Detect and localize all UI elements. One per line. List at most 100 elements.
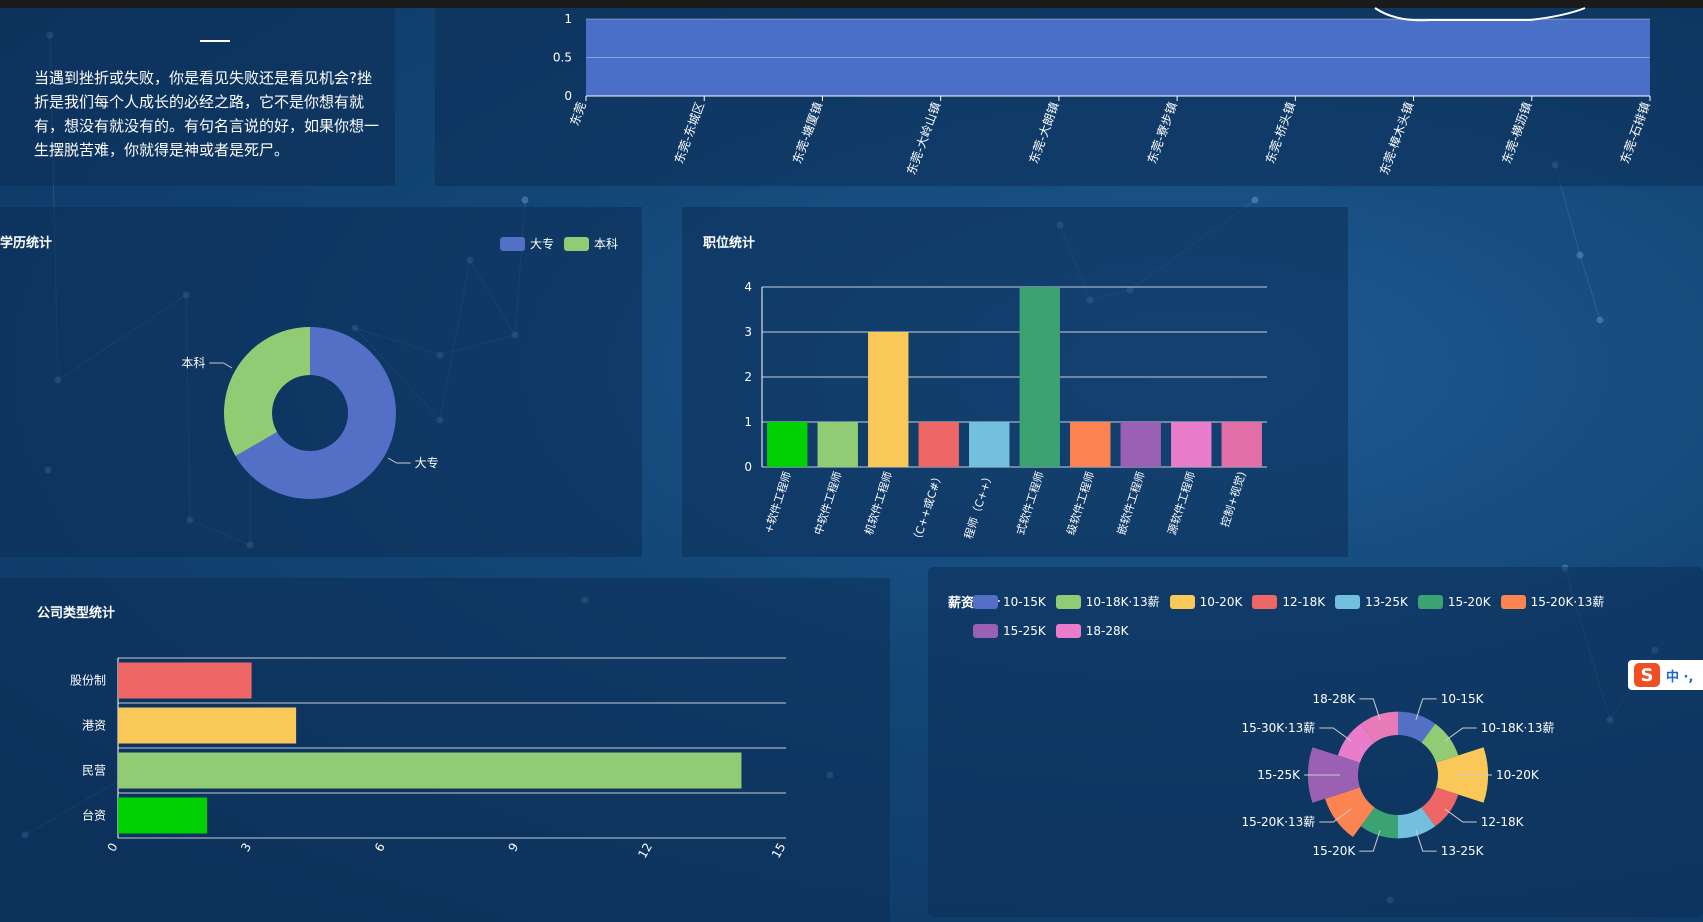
salary-legend-label: 10-18K·13薪 <box>1085 595 1160 609</box>
salary-slice <box>1325 787 1375 838</box>
education-title: 学历统计 <box>0 236 53 251</box>
salary-legend-swatch <box>1335 594 1361 609</box>
company-panel <box>0 578 890 922</box>
salary-slice-label: 10-15K <box>1441 692 1485 706</box>
salary-legend-swatch <box>973 594 998 609</box>
company-bar <box>118 662 252 699</box>
salary-legend[interactable]: 10-15K 10-18K·13薪 10-20K 12-18K 13-25K 15-20K… <box>973 593 1693 638</box>
salary-legend-swatch <box>1500 594 1526 609</box>
company-x-tick-label: 3 <box>238 841 254 855</box>
education-slice-label: 大专 <box>415 455 439 470</box>
position-bar <box>969 422 1010 467</box>
position-bar <box>817 422 858 467</box>
salary-legend-item[interactable]: 12-18K <box>1252 594 1326 609</box>
salary-slice <box>1360 711 1398 743</box>
position-bar <box>1070 422 1111 467</box>
area-x-tick-label: 东莞-东城区 <box>672 100 707 165</box>
position-y-tick-label: 3 <box>744 325 752 339</box>
salary-slice <box>1398 711 1436 743</box>
salary-legend-swatch <box>1417 594 1443 609</box>
salary-leader-line <box>1444 727 1477 742</box>
salary-leader-line <box>1319 727 1352 742</box>
salary-slice-label: 15-25K <box>1257 768 1301 782</box>
salary-slice-label: 12-18K <box>1481 815 1525 829</box>
area-x-tick-label: 东莞-横沥镇 <box>1499 100 1534 165</box>
salary-legend-item[interactable]: 10-20K <box>1169 594 1243 609</box>
company-bar <box>118 752 742 789</box>
area-chart: 0 0.5 1 东莞 东莞-东城区 东莞-塘厦镇 东莞-大岭山镇 东莞-大朗镇 东莞-寮步镇 东莞… <box>553 7 1653 177</box>
position-y-tick-label: 0 <box>744 460 752 474</box>
position-bar <box>1221 422 1262 467</box>
position-y-tick-label: 1 <box>744 415 752 429</box>
salary-slice-label: 15-20K <box>1313 844 1357 858</box>
education-legend-item[interactable]: 大专 <box>500 235 554 252</box>
salary-legend-item[interactable]: 18-28K <box>1055 624 1129 638</box>
position-x-tick-label: 嵌软件工程师 <box>1114 470 1148 537</box>
salary-rose-chart: 10-15K 10-18K·13薪 10-20K 12-18K 13-25K 15-20K… <box>1241 692 1555 858</box>
salary-slice <box>1398 807 1436 839</box>
area-y-tick-label: 0.5 <box>553 51 572 65</box>
education-legend-item[interactable]: 本科 <box>564 235 618 252</box>
education-panel <box>0 207 642 557</box>
salary-leader-line <box>1415 830 1437 852</box>
salary-slice <box>1421 787 1459 827</box>
salary-slice-label: 15-30K·13薪 <box>1241 721 1315 735</box>
position-bar <box>1120 422 1161 467</box>
ime-indicator[interactable]: S 中 ·, <box>1628 660 1703 690</box>
education-legend-swatch <box>500 236 525 251</box>
area-x-tick-label: 东莞-桥头镇 <box>1263 100 1298 165</box>
area-y-tick-label: 0 <box>564 89 572 103</box>
company-bar <box>118 707 297 744</box>
salary-legend-label: 15-20K·13薪 <box>1530 595 1605 609</box>
network-node <box>521 196 529 204</box>
salary-legend-item[interactable]: 10-18K·13薪 <box>1055 593 1160 610</box>
salary-legend-swatch <box>1055 624 1081 638</box>
network-node <box>1576 251 1584 259</box>
salary-slice-label: 10-18K·13薪 <box>1481 721 1555 735</box>
position-bar <box>918 422 959 467</box>
education-legend[interactable]: 大专 本科 <box>500 235 628 252</box>
salary-slice <box>1360 807 1398 839</box>
salary-legend-label: 10-15K <box>1003 594 1046 609</box>
education-leader-line <box>209 362 233 369</box>
sogou-logo-icon: S <box>1634 663 1660 687</box>
salary-legend-item[interactable]: 15-20K·13薪 <box>1500 593 1605 610</box>
salary-slice <box>1337 723 1375 763</box>
position-x-tick-label: （C++或C#） <box>910 470 946 546</box>
education-slice-label: 本科 <box>181 356 205 370</box>
company-bar <box>118 797 208 834</box>
company-x-tick-label: 9 <box>505 841 521 855</box>
window-top-bar <box>0 0 1703 8</box>
area-x-tick-label: 东莞-樟木头镇 <box>1376 100 1416 177</box>
company-x-tick-label: 0 <box>105 841 121 855</box>
position-y-tick-label: 2 <box>744 370 752 384</box>
area-x-tick-label: 东莞 <box>567 100 588 127</box>
area-x-tick-label: 东莞-塘厦镇 <box>789 100 825 166</box>
salary-legend-item[interactable]: 10-15K <box>973 594 1046 609</box>
education-legend-label: 本科 <box>594 237 619 251</box>
salary-legend-item[interactable]: 15-25K <box>973 624 1046 638</box>
salary-legend-label: 13-25K <box>1365 594 1408 609</box>
salary-legend-swatch <box>1169 594 1195 609</box>
area-x-tick-label: 东莞-石排镇 <box>1618 100 1653 165</box>
area-x-tick-label: 东莞-大岭山镇 <box>904 100 943 177</box>
salary-slice-label: 15-20K·13薪 <box>1241 815 1315 829</box>
position-bar <box>767 422 808 467</box>
education-pie-chart: 大专 本科 <box>181 327 439 499</box>
company-y-tick-label: 港资 <box>82 719 106 733</box>
position-y-tick-label: 4 <box>744 280 752 294</box>
education-slice <box>235 327 396 499</box>
position-x-tick-label: 程师（C++） <box>962 470 996 541</box>
salary-legend-item[interactable]: 15-20K <box>1417 594 1491 609</box>
salary-legend-label: 10-20K <box>1199 594 1243 609</box>
salary-legend-label: 12-18K <box>1282 594 1326 609</box>
ime-mode-label: 中 ·, <box>1666 669 1694 685</box>
salary-leader-line <box>1415 698 1437 720</box>
salary-slice-label: 13-25K <box>1441 844 1485 858</box>
company-x-tick-label: 12 <box>635 841 655 861</box>
salary-legend-item[interactable]: 13-25K <box>1335 594 1408 609</box>
salary-legend-swatch <box>973 624 998 638</box>
education-legend-label: 大专 <box>530 237 555 251</box>
salary-leader-line <box>1359 830 1381 852</box>
company-y-tick-label: 股份制 <box>70 674 106 688</box>
